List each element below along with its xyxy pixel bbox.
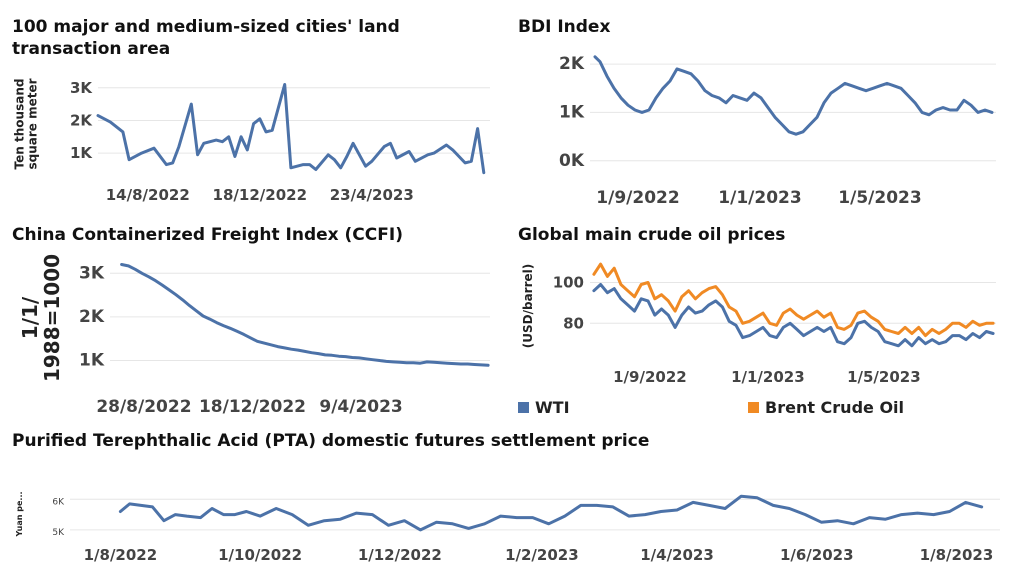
series-line-wti [592,283,995,348]
y-tick-label: 100 [553,273,584,291]
x-tick-label: 1/5/2023 [838,188,921,208]
y-tick-label: 1K [70,144,93,162]
x-tick-label: 1/8/2023 [920,546,994,564]
x-tick-label: 9/4/2023 [319,397,402,417]
chart-pta-price: Purified Terephthalic Acid (PTA) domesti… [0,428,1024,576]
y-tick-label: 2K [79,307,105,327]
x-tick-label: 1/2/2023 [505,546,579,564]
chart-title: Purified Terephthalic Acid (PTA) domesti… [12,431,650,451]
legend-item-brent: Brent Crude Oil [748,398,904,417]
x-tick-label: 1/8/2022 [84,546,158,564]
chart-plot: 5K 6K 1/8/2022 1/10/2022 1/12/2022 1/2/2023 1/… [15,491,1000,564]
chart-plot: 0K 1K 2K 1/9/2022 1/1/2023 1/5/2023 [559,54,996,208]
x-tick-label: 1/12/2022 [358,546,442,564]
x-tick-label: 1/9/2022 [596,188,679,208]
y-axis-label: Ten thousandsquare meter [12,78,39,169]
chart-bdi-index: BDI Index 0K 1K 2K 1/9/2022 1/1/2023 1/5/2023 [510,0,1020,210]
x-tick-label: 14/8/2022 [106,186,190,204]
y-tick-label: 1K [559,102,585,122]
x-tick-label: 23/4/2023 [330,186,414,204]
y-tick-label: 1K [79,351,105,371]
chart-title: Global main crude oil prices [518,225,786,245]
chart-title: 100 major and medium-sized cities' land … [12,17,400,59]
y-tick-label: 80 [563,314,584,332]
series-line [118,494,984,532]
chart-plot: 80 100 1/9/2022 1/1/2023 1/5/2023 (USD/barrel… [521,262,996,386]
series-line [96,83,486,175]
legend-swatch [748,402,759,413]
chart-land-transaction: 100 major and medium-sized cities' land … [0,0,500,210]
x-tick-label: 18/12/2022 [213,186,307,204]
x-tick-label: 1/4/2023 [640,546,714,564]
legend-label: Brent Crude Oil [765,398,905,417]
chart-plot: 1K 2K 3K 14/8/2022 18/12/2022 23/4/2023 Ten th… [12,78,490,204]
y-axis-label: (USD/barrel) [521,264,535,348]
chart-ccfi: China Containerized Freight Index (CCFI)… [0,222,500,422]
y-tick-label: 2K [559,54,585,74]
x-tick-label: 28/8/2022 [96,397,191,417]
x-tick-label: 1/1/2023 [718,188,801,208]
series-line [120,263,490,367]
y-tick-label: 2K [70,111,93,129]
y-tick-label: 3K [70,79,93,97]
x-tick-label: 1/5/2023 [847,368,921,386]
chart-title: China Containerized Freight Index (CCFI) [12,225,403,245]
legend-label: WTI [535,398,570,417]
x-tick-label: 1/1/2023 [731,368,805,386]
x-tick-label: 1/6/2023 [780,546,854,564]
y-axis-label: Yuan pe... [15,491,24,537]
y-tick-label: 5K [52,528,65,538]
y-tick-label: 6K [52,497,65,507]
series-line [593,55,994,136]
y-tick-label: 0K [559,151,585,171]
legend-item-wti: WTI [518,398,570,417]
y-tick-label: 3K [79,263,105,283]
y-axis-label: 1/1/1988=1000 [18,254,64,382]
chart-crude-oil: Global main crude oil prices 80 100 1/9/20… [510,222,1020,422]
legend-swatch [518,402,529,413]
chart-title: BDI Index [518,17,611,37]
x-tick-label: 18/12/2022 [199,397,306,417]
x-tick-label: 1/9/2022 [613,368,687,386]
chart-plot: 1K 2K 3K 28/8/2022 18/12/2022 9/4/2023 1/1/198… [18,254,490,417]
series-line-brent-crude-oil [592,262,995,338]
x-tick-label: 1/10/2022 [218,546,302,564]
